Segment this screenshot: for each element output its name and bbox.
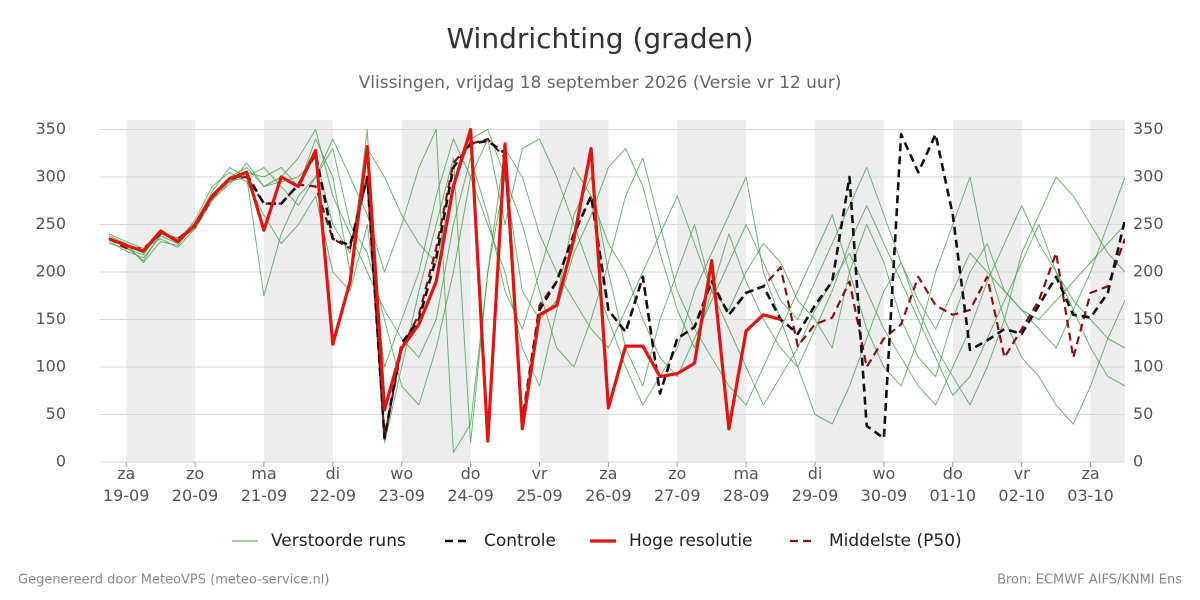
y2-tick-label: 350 (1133, 119, 1164, 138)
y2-tick-label: 50 (1133, 404, 1153, 423)
y-tick-label: 200 (35, 262, 66, 281)
series-line (108, 137, 1125, 440)
x-tick-label: wo 23-09 (378, 464, 425, 505)
y2-tick-label: 300 (1133, 167, 1164, 186)
series-line (108, 138, 1125, 425)
x-tick-label: zo 27-09 (654, 464, 701, 505)
footer-right: Bron: ECMWF AIFS/KNMI Ens (997, 573, 1182, 588)
x-tick-label: wo 30-09 (861, 464, 908, 505)
y-tick-label: 50 (46, 404, 66, 423)
chart-title: Windrichting (graden) (446, 22, 753, 55)
series-line (108, 127, 782, 443)
chart-subtitle: Vlissingen, vrijdag 18 september 2026 (V… (359, 73, 842, 93)
y2-tick-label: 100 (1133, 357, 1164, 376)
y-tick-label: 250 (35, 214, 66, 233)
footer-left: Gegenereerd door MeteoVPS (meteo-service… (18, 573, 329, 588)
y2-tick-label: 200 (1133, 262, 1164, 281)
x-tick-label: do 01-10 (930, 464, 977, 505)
x-tick-label: di 29-09 (792, 464, 839, 505)
x-tick-label: ma 21-09 (241, 464, 288, 505)
legend-label: Middelste (P50) (829, 531, 962, 551)
x-tick-label: ma 28-09 (723, 464, 770, 505)
series-line (108, 138, 1125, 396)
x-tick-label: vr 02-10 (998, 464, 1045, 505)
y2-tick-label: 250 (1133, 214, 1164, 233)
y-tick-label: 350 (35, 119, 66, 138)
y-tick-label: 150 (35, 309, 66, 328)
legend-label: Hoge resolutie (629, 531, 753, 551)
y-tick-label: 100 (35, 357, 66, 376)
x-tick-label: za 03-10 (1067, 464, 1114, 505)
legend-label: Controle (484, 531, 556, 551)
x-tick-label: zo 20-09 (172, 464, 219, 505)
x-tick-label: za 26-09 (585, 464, 632, 505)
y-tick-label: 300 (35, 167, 66, 186)
x-tick-label: vr 25-09 (516, 464, 563, 505)
x-tick-label: di 22-09 (310, 464, 357, 505)
legend-label: Verstoorde runs (271, 531, 406, 551)
day-shade (126, 120, 196, 462)
y2-tick-label: 150 (1133, 309, 1164, 328)
y2-tick-label: 0 (1133, 452, 1143, 471)
series-line (108, 129, 1125, 377)
x-tick-label: do 24-09 (447, 464, 494, 505)
series-line (108, 129, 1125, 444)
x-tick-label: za 19-09 (103, 464, 150, 505)
y-tick-label: 0 (56, 452, 66, 471)
